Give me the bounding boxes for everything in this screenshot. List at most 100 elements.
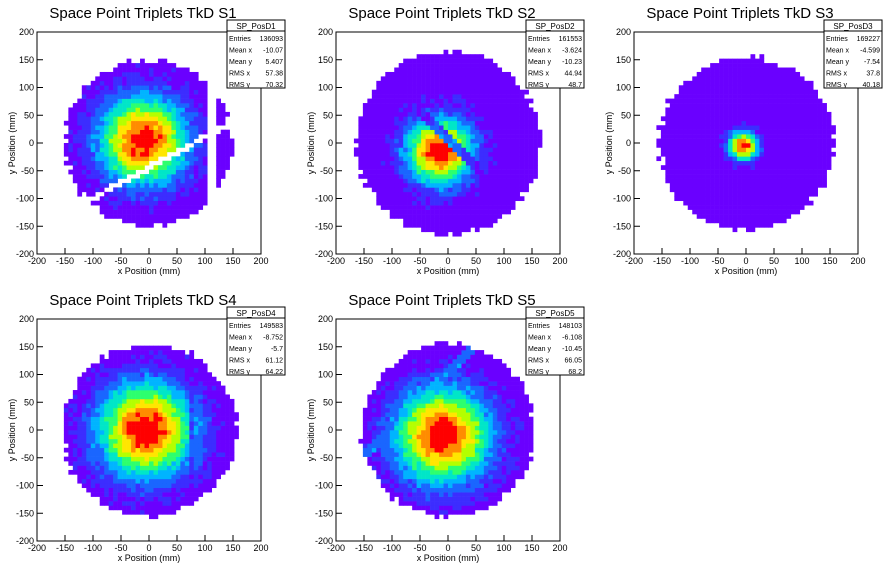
heatmap-cell — [813, 134, 818, 139]
heatmap-cell — [385, 125, 391, 130]
heatmap-cell — [86, 107, 92, 113]
heatmap-cell — [180, 214, 186, 219]
heatmap-cell — [202, 147, 208, 153]
heatmap-cell — [506, 98, 512, 104]
heatmap-cell — [131, 416, 136, 422]
heatmap-cell — [790, 107, 796, 113]
heatmap-cell — [90, 165, 96, 170]
heatmap-cell — [211, 398, 217, 404]
heatmap-cell — [371, 138, 377, 144]
heatmap-cell — [157, 165, 163, 170]
heatmap-cell — [701, 143, 706, 148]
heatmap-cell — [403, 58, 408, 64]
heatmap-cell — [439, 174, 444, 179]
heatmap-cell — [813, 187, 818, 193]
heatmap-cell — [705, 85, 711, 91]
heatmap-cell — [732, 227, 738, 233]
heatmap-cell — [665, 147, 671, 153]
heatmap-cell — [122, 147, 127, 153]
heatmap-cell — [510, 120, 516, 126]
heatmap-cell — [763, 134, 769, 139]
heatmap-cell — [86, 443, 92, 449]
heatmap-cell — [430, 222, 435, 228]
heatmap-cell — [202, 178, 208, 184]
heatmap-cell — [149, 94, 154, 99]
heatmap-cell — [412, 138, 417, 144]
heatmap-cell — [144, 461, 150, 466]
heatmap-cell — [376, 165, 382, 170]
heatmap-cell — [790, 129, 796, 135]
heatmap-cell — [117, 478, 123, 484]
heatmap-cell — [483, 76, 489, 82]
heatmap-cell — [140, 129, 145, 135]
heatmap-cell — [448, 103, 453, 108]
heatmap-cell — [135, 443, 141, 449]
heatmap-cell — [81, 182, 87, 188]
heatmap-cell — [131, 447, 136, 453]
heatmap-cell — [439, 111, 444, 117]
heatmap-cell — [171, 103, 177, 108]
heatmap-cell — [772, 196, 778, 202]
heatmap-cell — [153, 407, 159, 413]
heatmap-cell — [162, 509, 168, 515]
heatmap-cell — [180, 358, 186, 364]
heatmap-cell — [701, 165, 706, 170]
heatmap-cell — [86, 169, 92, 175]
heatmap-cell — [149, 191, 154, 197]
heatmap-cell — [193, 434, 199, 440]
heatmap-cell — [135, 187, 141, 193]
heatmap-cell — [443, 129, 449, 135]
heatmap-cell — [510, 94, 516, 99]
heatmap-cell — [519, 125, 525, 130]
heatmap-cell — [790, 80, 796, 86]
heatmap-cell — [425, 196, 431, 202]
heatmap-cell — [723, 205, 729, 210]
heatmap-cell — [184, 492, 190, 497]
heatmap-cell — [737, 218, 742, 224]
heatmap-cell — [425, 80, 431, 86]
heatmap-cell — [126, 376, 132, 382]
heatmap-cell — [140, 354, 145, 360]
heatmap-cell — [799, 174, 805, 179]
heatmap-cell — [189, 474, 195, 480]
heatmap-cell — [421, 178, 426, 184]
heatmap-cell — [754, 191, 760, 197]
heatmap-cell — [149, 416, 154, 422]
heatmap-cell — [533, 129, 538, 135]
heatmap-cell — [90, 425, 96, 431]
heatmap-cell — [184, 469, 190, 475]
heatmap-cell — [759, 138, 765, 144]
heatmap-cell — [750, 156, 756, 162]
heatmap-cell — [439, 214, 444, 219]
heatmap-cell — [122, 425, 127, 431]
heatmap-cell — [77, 478, 83, 484]
heatmap-cell — [113, 174, 118, 179]
heatmap-cell — [687, 191, 693, 197]
heatmap-cell — [77, 376, 83, 382]
heatmap-cell — [162, 103, 168, 108]
heatmap-cell — [492, 187, 498, 193]
heatmap-cell — [367, 165, 373, 170]
stats-row-label: Mean y — [229, 346, 252, 353]
heatmap-cell — [510, 151, 516, 157]
heatmap-cell — [144, 94, 150, 99]
heatmap-cell — [371, 394, 377, 400]
heatmap-cell — [131, 461, 136, 466]
heatmap-cell — [813, 143, 818, 148]
heatmap-cell — [162, 505, 168, 511]
heatmap-cell — [790, 156, 796, 162]
heatmap-cell — [171, 434, 177, 440]
heatmap-cell — [180, 205, 186, 210]
heatmap-cell — [443, 231, 449, 237]
heatmap-cell — [166, 358, 172, 364]
heatmap-cell — [678, 196, 684, 202]
heatmap-cell — [461, 85, 467, 91]
heatmap-cell — [461, 76, 467, 82]
heatmap-cell — [126, 151, 132, 157]
heatmap-cell — [737, 147, 742, 153]
heatmap-cell — [416, 103, 422, 108]
heatmap-cell — [371, 416, 377, 422]
heatmap-cell — [99, 376, 105, 382]
heatmap-cell — [140, 376, 145, 382]
heatmap-cell — [198, 478, 204, 484]
